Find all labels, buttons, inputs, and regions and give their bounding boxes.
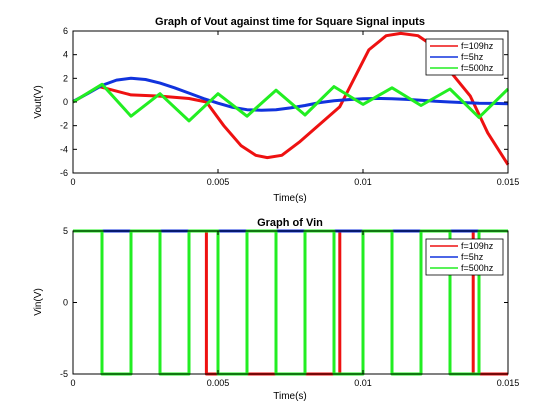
vin-x-tick-label: 0.015 [497, 378, 520, 388]
vout-y-tick-label: 4 [63, 50, 68, 60]
legend-label-500hz: f=500hz [461, 263, 494, 273]
vout-x-tick-label: 0.015 [497, 177, 520, 187]
vin-chart-title: Graph of Vin [257, 217, 323, 229]
legend-label-5hz: f=5hz [461, 252, 484, 262]
legend-label-500hz: f=500hz [461, 63, 494, 73]
legend-label-109hz: f=109hz [461, 41, 494, 51]
legend-label-5hz: f=5hz [461, 52, 484, 62]
vout-y-tick-label: 2 [63, 73, 68, 83]
vout-y-tick-label: -2 [60, 121, 68, 131]
vin-x-tick-label: 0.01 [354, 378, 372, 388]
vin-x-tick-label: 0.005 [207, 378, 230, 388]
vin-x-axis-label: Time(s) [273, 391, 307, 402]
vout-x-tick-label: 0 [70, 177, 75, 187]
vout-x-tick-label: 0.005 [207, 177, 230, 187]
vin-x-tick-label: 0 [70, 378, 75, 388]
vout-y-tick-label: -4 [60, 144, 68, 154]
vout-legend: f=109hz f=5hz f=500hz [426, 39, 503, 75]
vout-y-axis-label: Vout(V) [33, 85, 44, 118]
vin-y-tick-label: 0 [63, 298, 68, 308]
vout-x-tick-label: 0.01 [354, 177, 372, 187]
legend-label-109hz: f=109hz [461, 241, 494, 251]
vin-legend: f=109hz f=5hz f=500hz [426, 239, 503, 275]
vout-x-axis-label: Time(s) [273, 193, 307, 204]
vin-y-tick-label: 5 [63, 226, 68, 236]
vout-y-tick-label: 6 [63, 26, 68, 36]
vout-y-tick-label: -6 [60, 168, 68, 178]
vout-y-tick-label: 0 [63, 97, 68, 107]
vout-chart-title: Graph of Vout against time for Square Si… [155, 16, 425, 28]
vin-y-tick-label: -5 [60, 369, 68, 379]
vin-y-axis-label: Vin(V) [33, 288, 44, 316]
